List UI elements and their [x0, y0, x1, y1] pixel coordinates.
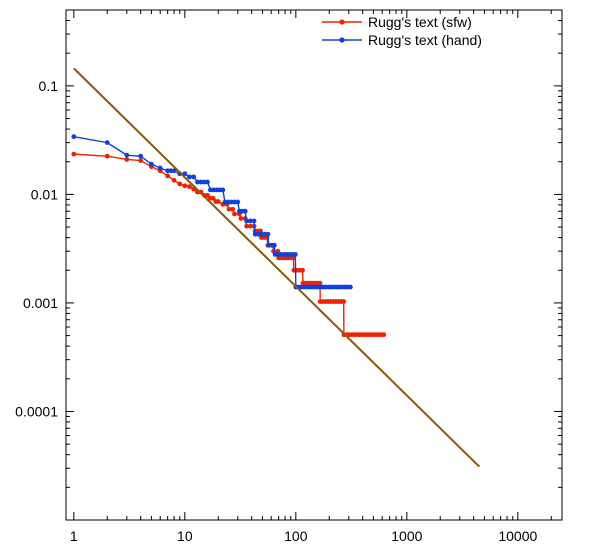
series-marker [187, 184, 192, 190]
series-marker [124, 157, 130, 162]
series-marker [251, 218, 257, 224]
series-marker [195, 179, 200, 185]
axis-ticks [66, 9, 562, 521]
legend-label: Rugg's text (sfw) [368, 14, 472, 30]
series-marker [244, 218, 249, 224]
series-marker [235, 199, 241, 205]
y-tick-label: 0.0001 [15, 403, 58, 419]
legend-marker [339, 37, 345, 43]
y-tick-label: 0.01 [31, 186, 58, 202]
x-tick-label: 1 [70, 528, 78, 544]
series-marker [198, 179, 204, 185]
series-marker [347, 284, 353, 290]
legend-label: Rugg's text (hand) [368, 32, 482, 48]
series-marker [317, 280, 323, 286]
series-marker [341, 299, 347, 304]
plot-frame [65, 9, 563, 521]
x-tick-label: 100 [284, 528, 308, 544]
y-tick-label: 0.1 [39, 78, 59, 94]
series-marker [177, 181, 183, 187]
series-marker [215, 199, 221, 204]
series-marker [165, 173, 171, 179]
series-marker [247, 223, 253, 229]
y-tick-labels: 0.1 0.01 0.001 0.0001 [15, 78, 58, 420]
x-tick-label: 10000 [498, 528, 537, 544]
x-tick-label: 10 [177, 528, 193, 544]
series-marker [201, 179, 207, 185]
series-marker [381, 332, 387, 338]
legend: Rugg's text (sfw) Rugg's text (hand) [322, 14, 482, 48]
series-marker [205, 179, 210, 185]
series-marker [220, 187, 226, 193]
series-marker [104, 140, 110, 146]
series-marker [271, 242, 277, 248]
series-marker [191, 174, 197, 180]
series-marker [300, 267, 305, 273]
series-1 [71, 134, 353, 290]
series-marker [292, 252, 298, 257]
series-marker [138, 158, 144, 163]
series-marker [71, 134, 77, 140]
series-line [73, 136, 351, 288]
series-line [73, 67, 481, 468]
legend-item: Rugg's text (sfw) [322, 14, 472, 30]
series-marker [230, 206, 236, 212]
series-marker [171, 168, 177, 174]
series-marker [242, 208, 248, 214]
series-marker [244, 223, 249, 229]
series-marker [265, 231, 271, 237]
series-marker [182, 183, 188, 189]
series-marker [71, 151, 77, 157]
series-marker [157, 165, 163, 171]
series-marker [205, 192, 210, 198]
plot-area [71, 67, 481, 468]
series-marker [124, 152, 130, 158]
series-marker [247, 218, 253, 224]
series-marker [187, 174, 192, 180]
series-marker [104, 153, 110, 159]
series-line [73, 153, 384, 336]
series-marker [171, 177, 177, 183]
legend-item: Rugg's text (hand) [322, 32, 482, 48]
series-marker [232, 211, 237, 217]
series-marker [149, 161, 154, 167]
x-tick-label: 1000 [391, 528, 422, 544]
legend-marker [339, 19, 345, 25]
series-marker [226, 206, 232, 212]
series-0 [71, 151, 387, 338]
series-marker [210, 195, 216, 201]
x-tick-labels: 1 10 100 1000 10000 [70, 528, 538, 544]
y-tick-label: 0.001 [23, 295, 58, 311]
series-marker [138, 153, 144, 159]
series-2 [73, 67, 481, 468]
series-marker [238, 216, 244, 221]
